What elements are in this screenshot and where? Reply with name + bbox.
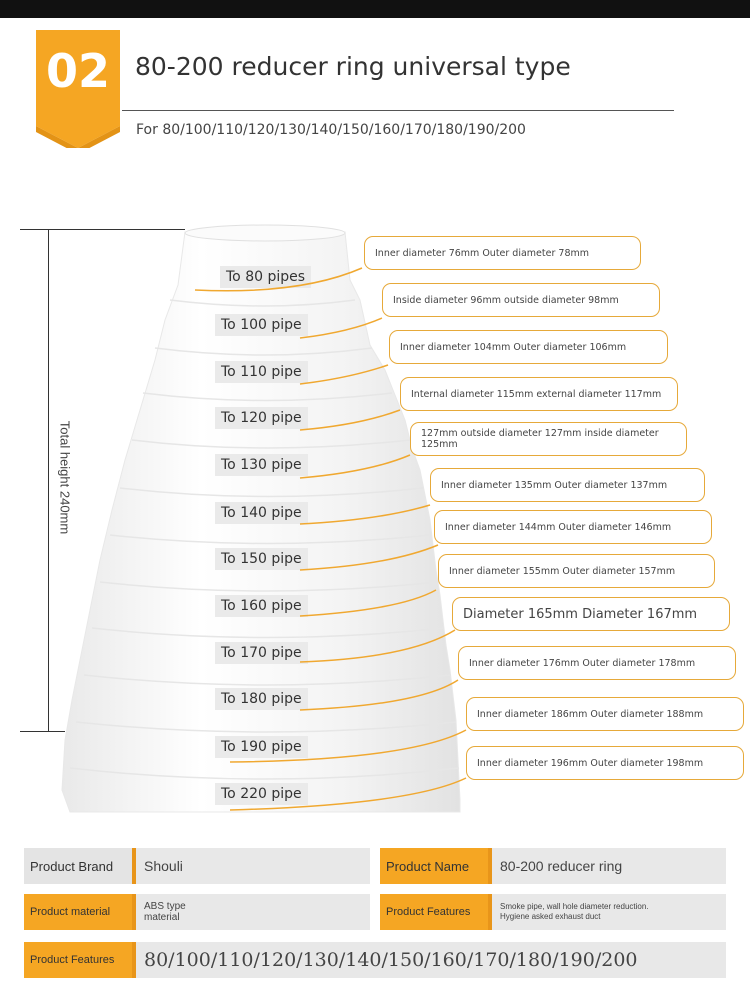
dimension-vertical-line	[48, 229, 49, 731]
pipe-label-220: To 220 pipe	[215, 783, 308, 805]
pipe-label-180: To 180 pipe	[215, 688, 308, 710]
spec-callout-150: Inner diameter 144mm Outer diameter 146m…	[434, 510, 712, 544]
pipe-label-80: To 80 pipes	[220, 266, 312, 288]
spec-callout-190: Inner diameter 186mm Outer diameter 188m…	[466, 697, 744, 731]
product-features-label: Product Features	[380, 894, 492, 930]
pipe-label-110: To 110 pipe	[215, 361, 308, 383]
spec-callout-160: Inner diameter 155mm Outer diameter 157m…	[438, 554, 715, 588]
dimension-bottom-tick	[20, 731, 65, 732]
spec-callout-100: Inside diameter 96mm outside diameter 98…	[382, 283, 660, 317]
product-material-value: ABS type material	[136, 894, 370, 930]
dimension-top-tick	[20, 229, 185, 230]
pipe-label-170: To 170 pipe	[215, 642, 308, 664]
product-name-label: Product Name	[380, 848, 492, 884]
product-brand-value: Shouli	[136, 848, 370, 884]
page-subtitle: For 80/100/110/120/130/140/150/160/170/1…	[136, 122, 526, 138]
pipe-label-100: To 100 pipe	[215, 314, 308, 336]
top-bar	[0, 0, 750, 18]
product-name-value: 80-200 reducer ring	[492, 848, 726, 884]
pipe-label-160: To 160 pipe	[215, 595, 308, 617]
spec-callout-170: Diameter 165mm Diameter 167mm	[452, 597, 730, 631]
spec-callout-130: 127mm outside diameter 127mm inside diam…	[410, 422, 687, 456]
product-brand-label: Product Brand	[24, 848, 136, 884]
page-title: 80-200 reducer ring universal type	[135, 52, 571, 81]
spec-callout-120: Internal diameter 115mm external diamete…	[400, 377, 678, 411]
pipe-label-130: To 130 pipe	[215, 454, 308, 476]
section-badge	[36, 30, 120, 148]
product-material-label: Product material	[24, 894, 136, 930]
spec-callout-180: Inner diameter 176mm Outer diameter 178m…	[458, 646, 736, 680]
pipe-label-190: To 190 pipe	[215, 736, 308, 758]
product-features-value: Smoke pipe, wall hole diameter reduction…	[492, 894, 726, 930]
pipe-label-120: To 120 pipe	[215, 407, 308, 429]
product-features-sizes-label: Product Features	[24, 942, 136, 978]
spec-callout-220: Inner diameter 196mm Outer diameter 198m…	[466, 746, 744, 780]
spec-callout-80: Inner diameter 76mm Outer diameter 78mm	[364, 236, 641, 270]
spec-callout-110: Inner diameter 104mm Outer diameter 106m…	[389, 330, 668, 364]
spec-callout-140: Inner diameter 135mm Outer diameter 137m…	[430, 468, 705, 502]
product-features-sizes-value: 80/100/110/120/130/140/150/160/170/180/1…	[136, 942, 726, 978]
pipe-label-150: To 150 pipe	[215, 548, 308, 570]
title-divider	[122, 110, 674, 111]
pipe-label-140: To 140 pipe	[215, 502, 308, 524]
badge-number: 02	[45, 44, 110, 98]
